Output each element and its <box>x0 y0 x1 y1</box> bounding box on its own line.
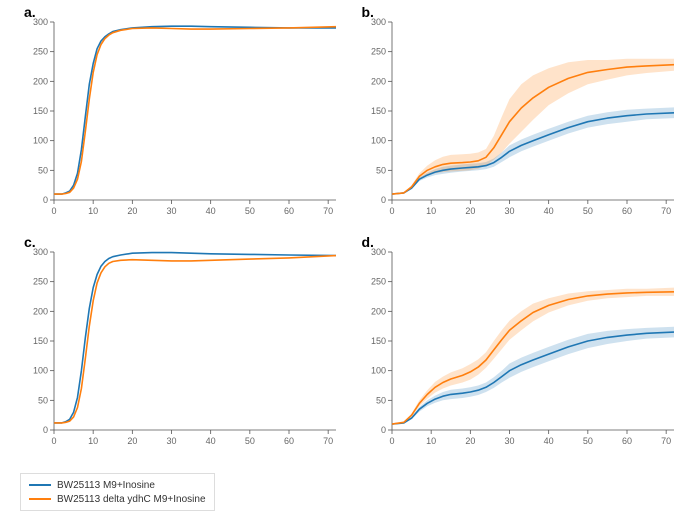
xtick-label: 30 <box>166 206 176 216</box>
xtick-label: 20 <box>465 436 475 446</box>
ytick-label: 250 <box>370 277 385 287</box>
ci-band <box>392 107 674 194</box>
ytick-label: 150 <box>33 106 48 116</box>
xtick-label: 70 <box>661 436 671 446</box>
xtick-label: 40 <box>206 206 216 216</box>
ytick-label: 250 <box>33 47 48 57</box>
xtick-label: 10 <box>88 206 98 216</box>
xtick-label: 50 <box>582 436 592 446</box>
xtick-label: 60 <box>284 436 294 446</box>
xtick-label: 40 <box>543 206 553 216</box>
xtick-label: 50 <box>245 436 255 446</box>
xtick-label: 20 <box>127 206 137 216</box>
chart-c: 050100150200250300010203040506070 <box>20 240 342 450</box>
xtick-label: 50 <box>245 206 255 216</box>
xtick-label: 30 <box>166 436 176 446</box>
panel-b: b.050100150200250300010203040506070 <box>358 10 681 220</box>
xtick-label: 70 <box>661 206 671 216</box>
xtick-label: 10 <box>426 436 436 446</box>
panel-label: c. <box>24 234 36 250</box>
xtick-label: 0 <box>51 436 56 446</box>
ytick-label: 0 <box>43 425 48 435</box>
xtick-label: 60 <box>284 206 294 216</box>
ytick-label: 250 <box>370 47 385 57</box>
ytick-label: 50 <box>375 165 385 175</box>
ytick-label: 200 <box>370 76 385 86</box>
series-line <box>54 26 336 194</box>
ytick-label: 0 <box>380 425 385 435</box>
panel-label: a. <box>24 4 36 20</box>
panel-label: d. <box>362 234 374 250</box>
xtick-label: 20 <box>465 206 475 216</box>
ytick-label: 200 <box>33 76 48 86</box>
panel-label: b. <box>362 4 374 20</box>
legend-item: BW25113 delta ydhC M9+Inosine <box>29 492 206 506</box>
ytick-label: 50 <box>38 395 48 405</box>
legend-label: BW25113 M9+Inosine <box>57 480 155 491</box>
ytick-label: 150 <box>33 336 48 346</box>
ytick-label: 50 <box>38 165 48 175</box>
xtick-label: 40 <box>206 436 216 446</box>
ytick-label: 150 <box>370 106 385 116</box>
xtick-label: 10 <box>426 206 436 216</box>
panel-d: d.050100150200250300010203040506070 <box>358 240 681 450</box>
xtick-label: 50 <box>582 206 592 216</box>
xtick-label: 40 <box>543 436 553 446</box>
legend-item: BW25113 M9+Inosine <box>29 478 206 492</box>
legend: BW25113 M9+Inosine BW25113 delta ydhC M9+… <box>20 473 215 511</box>
figure-root: a.050100150200250300010203040506070b.050… <box>0 0 700 519</box>
series-line <box>392 332 674 424</box>
panel-c: c.050100150200250300010203040506070 <box>20 240 343 450</box>
chart-b: 050100150200250300010203040506070 <box>358 10 680 220</box>
panel-grid: a.050100150200250300010203040506070b.050… <box>20 10 680 450</box>
ytick-label: 100 <box>33 366 48 376</box>
ytick-label: 150 <box>370 336 385 346</box>
ytick-label: 0 <box>43 195 48 205</box>
chart-d: 050100150200250300010203040506070 <box>358 240 680 450</box>
xtick-label: 0 <box>389 206 394 216</box>
xtick-label: 30 <box>504 436 514 446</box>
series-line <box>54 253 336 423</box>
ytick-label: 100 <box>33 136 48 146</box>
xtick-label: 70 <box>323 206 333 216</box>
xtick-label: 0 <box>389 436 394 446</box>
chart-a: 050100150200250300010203040506070 <box>20 10 342 220</box>
xtick-label: 70 <box>323 436 333 446</box>
ci-band <box>392 327 674 425</box>
ytick-label: 250 <box>33 277 48 287</box>
ytick-label: 50 <box>375 395 385 405</box>
xtick-label: 20 <box>127 436 137 446</box>
legend-swatch <box>29 498 51 500</box>
legend-swatch <box>29 484 51 486</box>
ytick-label: 200 <box>33 306 48 316</box>
ytick-label: 0 <box>380 195 385 205</box>
xtick-label: 10 <box>88 436 98 446</box>
xtick-label: 30 <box>504 206 514 216</box>
xtick-label: 60 <box>621 436 631 446</box>
ytick-label: 100 <box>370 136 385 146</box>
legend-label: BW25113 delta ydhC M9+Inosine <box>57 494 206 505</box>
panel-a: a.050100150200250300010203040506070 <box>20 10 343 220</box>
series-line <box>392 113 674 194</box>
xtick-label: 60 <box>621 206 631 216</box>
series-line <box>54 256 336 423</box>
ytick-label: 200 <box>370 306 385 316</box>
xtick-label: 0 <box>51 206 56 216</box>
ytick-label: 100 <box>370 366 385 376</box>
